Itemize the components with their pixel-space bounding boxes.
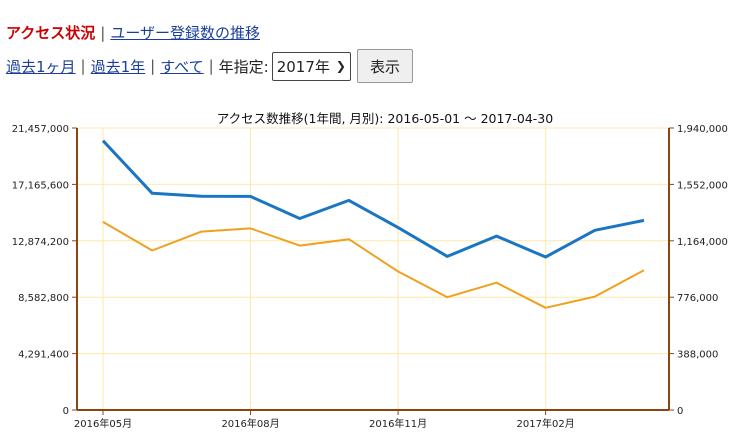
x-tick-label: 2016年11月 bbox=[369, 417, 427, 430]
y-left-tick-label: 17,165,600 bbox=[12, 180, 69, 191]
filter-separator: | bbox=[80, 57, 86, 75]
year-select-value: 2017年 bbox=[276, 57, 330, 76]
tab-access-status[interactable]: アクセス状況 bbox=[6, 24, 96, 42]
y-left-tick-label: 8,582,800 bbox=[18, 293, 69, 304]
y-right-tick-label: 0 bbox=[677, 406, 683, 417]
x-tick-label: 2016年05月 bbox=[74, 417, 132, 430]
x-tick-label: 2016年08月 bbox=[221, 417, 279, 430]
year-label: 年指定: bbox=[218, 57, 269, 76]
filter-separator: | bbox=[208, 57, 214, 75]
period-filter-bar: 過去1ヶ月 | 過去1年 | すべて | 年指定: 2017年 ❯ 表示 bbox=[6, 49, 413, 83]
all-period-link[interactable]: すべて bbox=[160, 57, 204, 76]
y-right-tick-label: 1,552,000 bbox=[677, 180, 728, 191]
y-right-tick-label: 388,000 bbox=[677, 350, 718, 361]
tab-bar: アクセス状況 | ユーザー登録数の推移 bbox=[6, 22, 260, 43]
y-right-tick-label: 776,000 bbox=[677, 293, 718, 304]
y-right-tick-label: 1,940,000 bbox=[677, 124, 728, 135]
series-line-right-axis bbox=[102, 221, 645, 309]
y-left-tick-label: 0 bbox=[63, 406, 69, 417]
show-button[interactable]: 表示 bbox=[356, 49, 413, 83]
year-select[interactable]: 2017年 ❯ bbox=[271, 51, 351, 81]
filter-separator: | bbox=[150, 57, 156, 75]
y-left-tick-label: 4,291,400 bbox=[18, 350, 69, 361]
series-line-left-axis bbox=[101, 139, 645, 259]
past-month-link[interactable]: 過去1ヶ月 bbox=[6, 57, 76, 76]
tab-user-registrations[interactable]: ユーザー登録数の推移 bbox=[110, 24, 261, 42]
x-tick-label: 2017年02月 bbox=[517, 417, 575, 430]
chevron-down-icon: ❯ bbox=[335, 59, 346, 73]
y-right-tick-label: 1,164,000 bbox=[677, 237, 728, 248]
tab-separator: | bbox=[100, 24, 106, 42]
past-year-link[interactable]: 過去1年 bbox=[90, 57, 146, 76]
y-left-tick-label: 12,874,200 bbox=[12, 237, 69, 248]
y-left-tick-label: 21,457,000 bbox=[12, 124, 69, 135]
chart-title: アクセス数推移(1年間, 月別): 2016-05-01 〜 2017-04-3… bbox=[217, 111, 553, 126]
